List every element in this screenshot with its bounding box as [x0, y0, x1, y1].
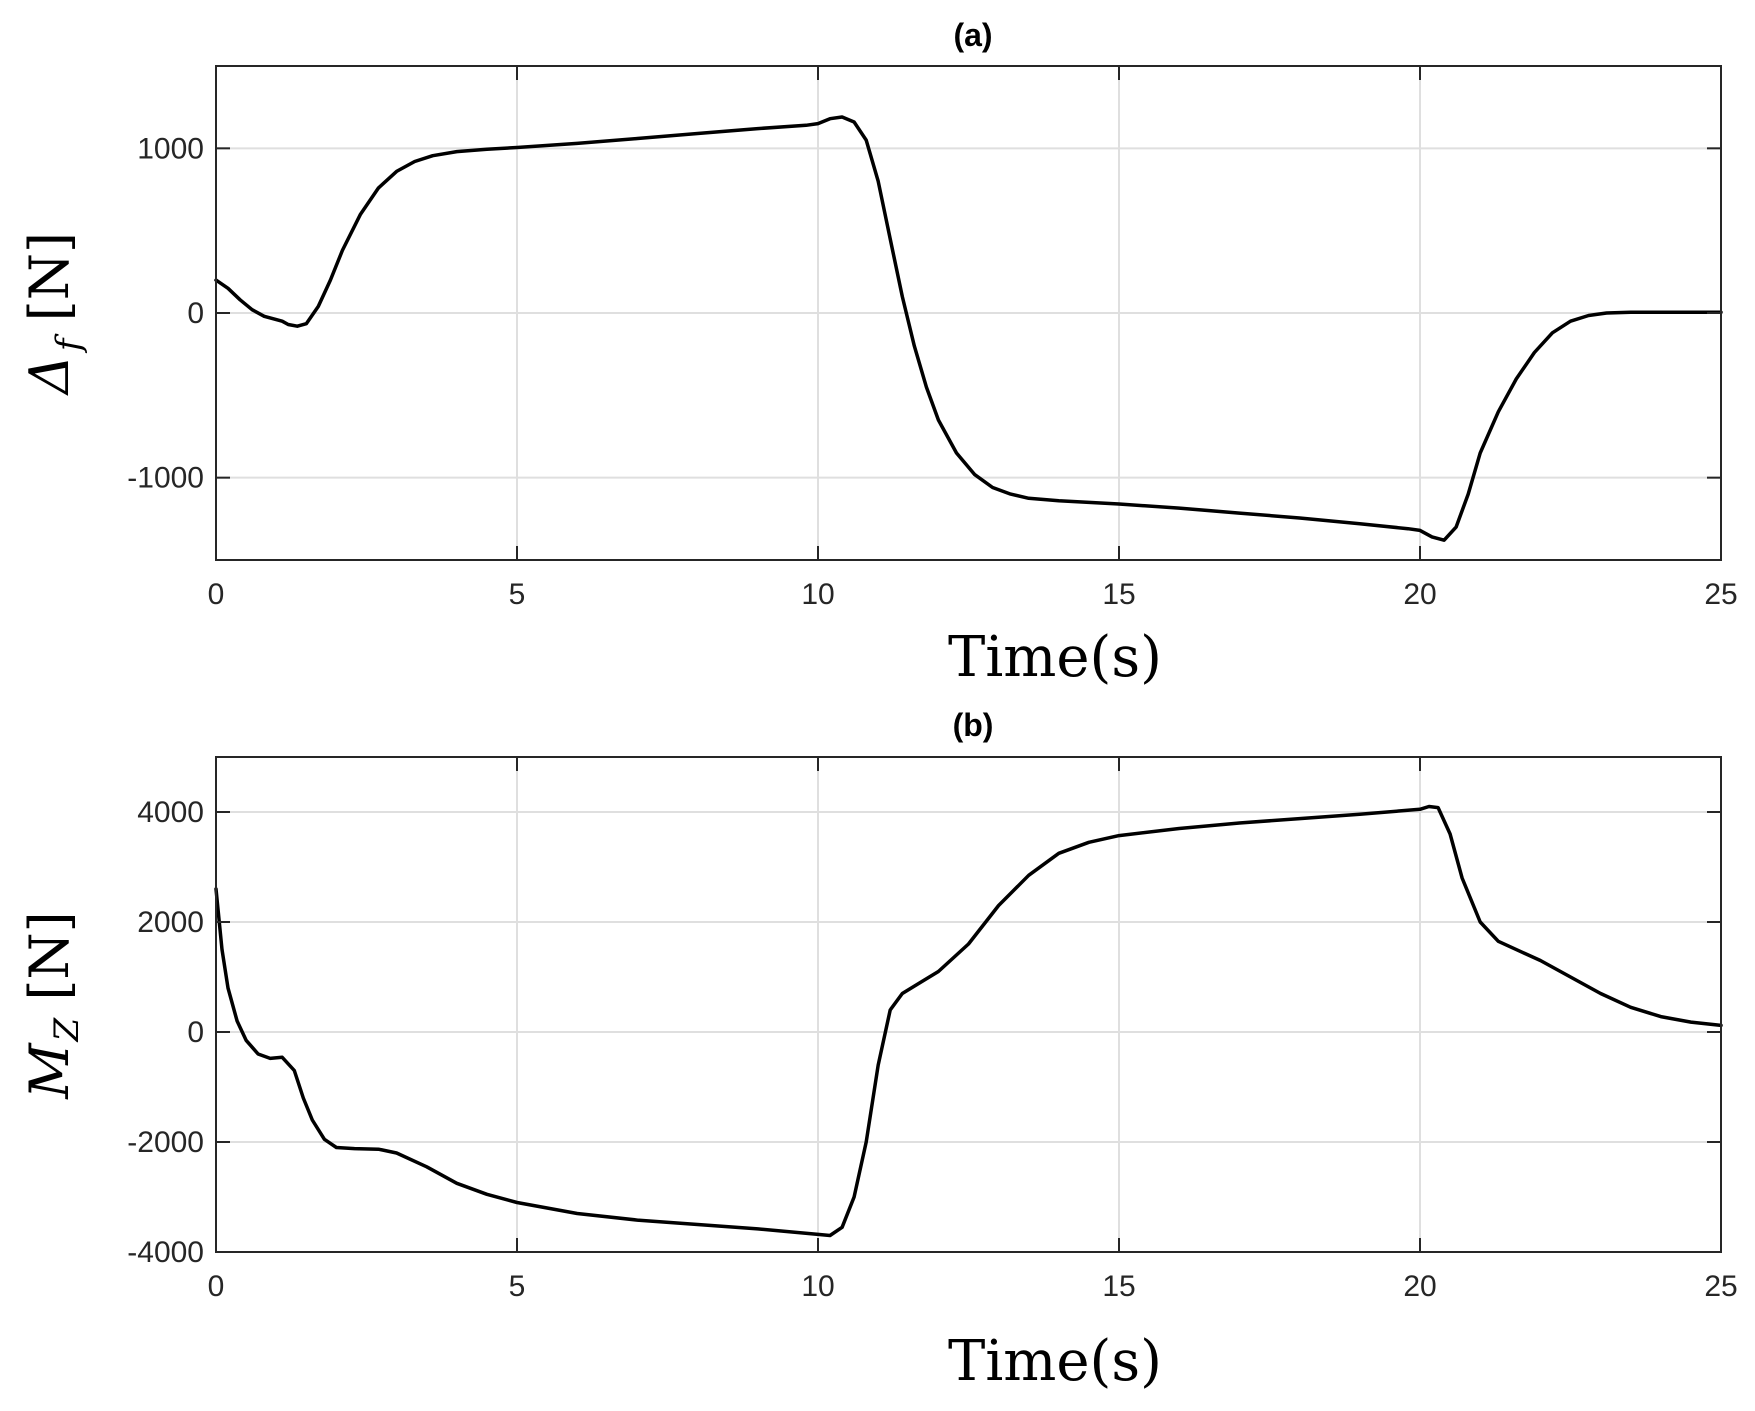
panel-b-axes-box [215, 756, 1722, 1253]
panel-b-title: (b) [953, 707, 994, 743]
panel-b-x-axis-label: Time(s) [948, 1329, 1162, 1394]
panel-a-y-axis-unit: [N] [18, 232, 81, 339]
panel-a-y-axis-symbol: Δ [18, 355, 81, 396]
panel-a-x-tick-label: 25 [1704, 578, 1737, 611]
panel-b-y-tick-label: -4000 [127, 1236, 204, 1269]
panel-a-title: (a) [953, 17, 992, 53]
panel-a-y-tick-label: 0 [187, 297, 204, 330]
panel-a-grid [216, 66, 1721, 560]
panel-b-y-axis-unit: [N] [18, 911, 81, 1018]
panel-b-x-tick-label: 5 [509, 1270, 526, 1303]
panel-a-x-tick-label: 5 [509, 578, 526, 611]
panel-b-y-axis-label: MZ [N] [18, 911, 87, 1099]
panel-b-y-tick-label: 0 [187, 1016, 204, 1049]
panel-a-y-tick-label: -1000 [127, 462, 204, 495]
panel-a-x-tick-label: 10 [801, 578, 834, 611]
panel-a-ticks: 0 5 10 15 20 25 -1000 0 1000 [127, 66, 1738, 611]
panel-a-series-line [214, 115, 1723, 542]
panel-b-x-tick-label: 10 [801, 1270, 834, 1303]
panel-b-series [214, 804, 1723, 1238]
panel-b-y-tick-label: 4000 [137, 796, 204, 829]
panel-b-x-tick-label: 25 [1704, 1270, 1737, 1303]
panel-b-y-tick-label: 2000 [137, 906, 204, 939]
panel-a-x-tick-label: 0 [208, 578, 225, 611]
panel-b-series-line [214, 804, 1723, 1238]
panel-a-y-axis-label: Δf [N] [18, 232, 89, 396]
panel-a-y-tick-label: 1000 [137, 132, 204, 165]
panel-b-x-tick-label: 20 [1403, 1270, 1436, 1303]
panel-b-y-tick-label: -2000 [127, 1126, 204, 1159]
panel-b-x-tick-label: 15 [1102, 1270, 1135, 1303]
panel-a-series [214, 115, 1723, 542]
panel-b-ticks: 0 5 10 15 20 25 -4000 -2000 0 2000 4000 [127, 757, 1738, 1303]
panel-b-y-axis-symbol: M [18, 1042, 81, 1100]
panel-b-x-tick-label: 0 [208, 1270, 225, 1303]
panel-a-x-axis-label: Time(s) [948, 625, 1162, 690]
panel-b-y-axis-subscript: Z [47, 1016, 87, 1042]
panel-a-x-tick-label: 20 [1403, 578, 1436, 611]
panel-b: (b) 0 5 10 15 20 25 -4000 -2000 0 2000 4000 Time(s… [18, 707, 1738, 1394]
panel-b-grid [216, 757, 1721, 1252]
panel-a-x-tick-label: 15 [1102, 578, 1135, 611]
panel-a: (a) 0 5 10 15 20 25 -1000 0 1000 Time(s) Δf [N] [18, 17, 1738, 690]
